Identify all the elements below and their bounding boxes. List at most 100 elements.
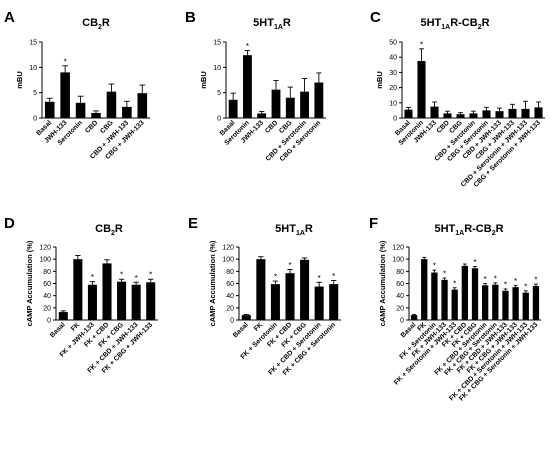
bar [257,113,267,118]
significance-marker: * [504,280,507,289]
chart-title: 5HT1AR-CB2R [434,223,503,237]
bar [441,279,448,320]
bar [431,272,438,320]
panel-letter: E [188,215,198,232]
significance-marker: * [514,277,517,286]
bar [60,72,70,118]
y-tick-label: 5 [33,90,37,97]
y-axis-label: cAMP Accumulation (%) [208,240,217,326]
y-tick-label: 10 [389,100,397,107]
bar [461,265,468,320]
y-tick-label: 15 [29,40,37,47]
bar [102,263,112,320]
bar [256,259,266,320]
bar [285,273,295,320]
x-tick-label: CBD [84,119,99,134]
y-tick-label: 120 [392,245,404,252]
chart-panel-e: E 5HT1AR 0 20 40 60 80 100 120 cAMP Accumulation … [188,215,341,377]
bar [228,99,238,118]
bar [131,284,141,320]
y-tick-label: 0 [47,318,51,325]
bar [404,109,413,118]
x-tick-label: CBD [436,119,451,134]
chart-title: CB2R [82,17,110,31]
bar [534,107,543,118]
bar [410,315,418,320]
y-tick-label: 0 [217,116,221,123]
y-tick-label: 80 [226,269,234,276]
chart-panel-b: B 5HT1AR051015mBUBasal*SerotoninJWH-133CB… [185,9,326,163]
x-tick-label: FK [416,321,427,332]
x-tick-label: CBD [264,119,279,134]
bar [443,113,452,118]
bar [271,89,281,118]
x-tick-label: Basal [232,321,250,339]
y-tick-label: 60 [226,281,234,288]
bar [471,268,479,320]
panel-letter: D [4,215,15,232]
significance-marker: * [64,57,67,66]
significance-marker: * [453,279,456,288]
bar [314,82,324,118]
bar [508,108,517,118]
bar [521,108,530,118]
bar [146,282,156,320]
bar [469,113,478,118]
bar [73,259,83,320]
y-tick-label: 40 [43,293,51,300]
significance-marker: * [420,40,423,49]
significance-marker: * [135,274,138,283]
bar [502,290,509,320]
y-axis-label: mBU [15,71,24,89]
chart-title: CB2R [95,223,123,237]
significance-marker: * [433,262,436,271]
significance-marker: * [318,274,321,283]
y-tick-label: 0 [400,318,404,325]
x-tick-label: Basal [49,321,67,339]
bar [300,259,310,320]
bar [522,292,529,320]
bar [300,91,309,118]
bar [421,259,428,320]
bar [532,285,540,320]
y-tick-label: 5 [217,90,221,97]
bar [122,106,132,118]
bar [87,284,97,320]
chart-panel-d: D CB2R 0 20 40 60 80 100 120 cAMP Accumulation (%… [4,215,158,375]
bar [58,312,68,320]
y-tick-label: 30 [389,70,397,77]
significance-marker: * [246,42,249,51]
bar [270,284,280,320]
bar [75,102,86,118]
x-tick-label: FK [70,321,81,332]
bar [117,281,127,320]
y-tick-label: 50 [389,40,397,47]
y-tick-label: 40 [396,293,404,300]
bar [329,284,339,320]
chart-title: 5HT1AR [275,223,313,237]
bar [492,284,499,320]
chart-panel-f: F 5HT1AR-CB2R 0 20 40 60 80 100 120 cAMP Accumula… [369,215,541,403]
bar [91,112,101,118]
y-axis-label: mBU [199,71,208,89]
y-axis-label: cAMP Accumulation (%) [25,240,34,326]
significance-marker: * [494,274,497,283]
y-tick-label: 80 [43,269,51,276]
chart-title: 5HT1AR-CB2R [420,17,489,31]
significance-marker: * [274,273,277,282]
bar [44,101,55,118]
panel-letter: A [4,9,15,26]
panel-letter: F [369,215,378,232]
y-tick-label: 20 [43,305,51,312]
y-tick-label: 0 [393,116,397,123]
x-tick-label: FK [253,321,264,332]
significance-marker: * [120,271,123,280]
y-tick-label: 100 [392,257,404,264]
bar [243,55,252,118]
bar [482,110,491,118]
y-tick-label: 20 [389,85,397,92]
significance-marker: * [288,261,291,270]
panel-letter: B [185,9,196,26]
y-tick-label: 100 [39,257,51,264]
